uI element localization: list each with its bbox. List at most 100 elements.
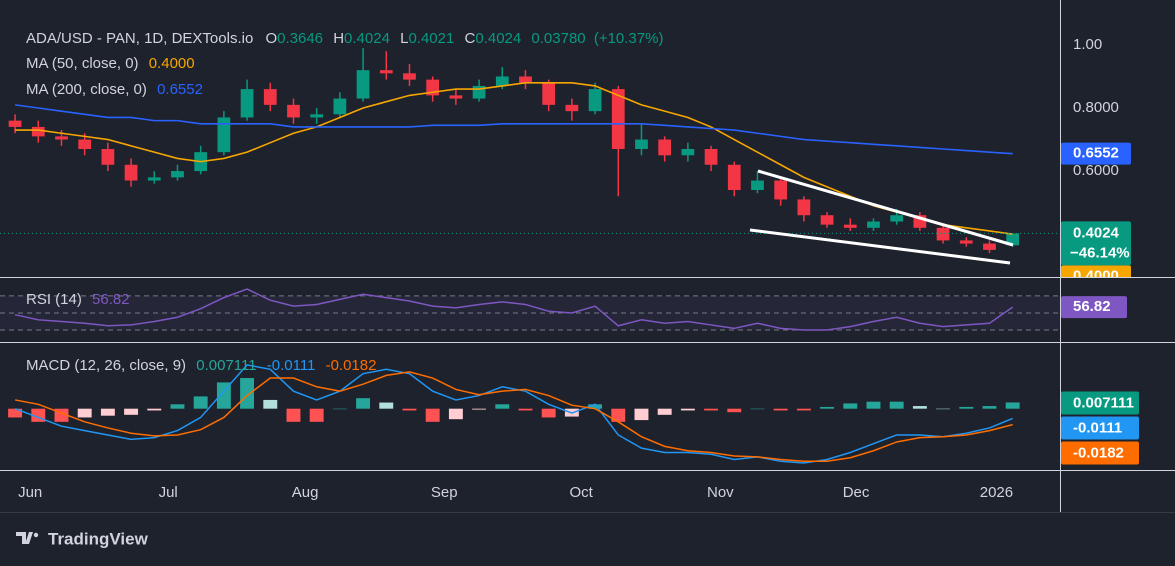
histogram-bar	[704, 408, 719, 411]
histogram-bar	[124, 408, 139, 415]
candle-body	[959, 240, 973, 244]
candle-body	[101, 148, 115, 165]
candle-body	[147, 177, 161, 181]
grid-layer	[0, 295, 1060, 331]
trendline	[757, 169, 1014, 247]
histogram-bar	[982, 406, 997, 409]
macd-box	[1061, 391, 1139, 415]
legend-name: MA (50, close, 0)	[26, 55, 139, 72]
candle-body	[1006, 233, 1020, 246]
histogram-bar	[750, 408, 765, 410]
candle-body	[78, 139, 92, 149]
legend-name: MACD (12, 26, close, 9)	[26, 357, 186, 374]
candle-body	[217, 117, 231, 153]
y-tick-label: 0.6000	[1073, 162, 1119, 179]
candle-body	[356, 70, 370, 99]
candle-body	[588, 89, 602, 112]
candle-body	[240, 89, 254, 118]
legend-value: -0.0111	[267, 357, 316, 374]
candle-body	[565, 104, 579, 112]
candle-body	[171, 171, 184, 178]
histogram-bar	[147, 408, 162, 411]
legend-name: MA (200, close, 0)	[26, 81, 147, 98]
x-tick-label: Jun	[18, 484, 42, 501]
histogram-bar	[820, 406, 835, 409]
histogram-bar	[472, 408, 487, 410]
price-box-label: 0.4000	[1073, 267, 1119, 284]
brand-name: TradingView	[48, 529, 149, 548]
x-tick-label: 2026	[980, 484, 1013, 501]
change-pct: (+10.37%)	[594, 30, 664, 47]
ohlc-label: C	[465, 30, 476, 47]
header: ADA/USD - PAN, 1D, DEXTools.io O0.3646 H…	[26, 30, 663, 47]
candle-body	[333, 98, 347, 115]
candle-body	[774, 180, 788, 200]
histogram-bar	[866, 401, 881, 409]
candle-body	[983, 243, 996, 250]
price-box-change: −46.14%	[1070, 244, 1130, 261]
legend-value: 0.6552	[157, 81, 203, 98]
rsi-box-label: 56.82	[1073, 298, 1111, 315]
rsi-box	[1061, 296, 1127, 319]
rsi-legend: RSI (14) 56.82	[26, 291, 130, 308]
x-tick-label: Aug	[292, 484, 319, 501]
histogram-bar	[100, 408, 115, 416]
x-tick-label: Oct	[569, 484, 593, 501]
macd-legend: MACD (12, 26, close, 9) 0.007111 -0.0111…	[26, 357, 376, 374]
histogram-bar	[773, 408, 788, 411]
histogram-bar	[518, 408, 533, 411]
x-tick-label: Sep	[431, 484, 458, 501]
rsi-line	[14, 288, 1014, 331]
ohlc-value: 0.4024	[344, 30, 390, 47]
candle-body	[843, 224, 857, 228]
histogram-bar	[843, 403, 858, 409]
legend-value: -0.0182	[326, 357, 377, 374]
price-box-label: 0.6552	[1073, 145, 1119, 162]
histogram-bar	[309, 408, 324, 422]
ohlc-label: L	[400, 30, 408, 47]
candle-body	[495, 76, 509, 86]
price-box	[1061, 265, 1131, 277]
candle-body	[751, 180, 764, 190]
candle-body	[727, 164, 741, 190]
histogram-bar	[727, 408, 742, 413]
histogram-bar	[541, 408, 556, 418]
ma200-legend: MA (200, close, 0) 0.6552	[26, 81, 203, 98]
price-box	[1061, 221, 1131, 266]
ma50-legend: MA (50, close, 0) 0.4000	[26, 55, 195, 72]
price-box	[1061, 142, 1131, 165]
macd-box-label: 0.007111	[1073, 394, 1134, 411]
candle-body	[542, 82, 556, 105]
histogram-bar	[240, 378, 255, 409]
candle-body	[31, 126, 45, 137]
histogram-bar	[657, 408, 672, 415]
candle-body	[8, 120, 22, 127]
histogram-bar	[286, 408, 301, 422]
change: 0.03780	[531, 30, 585, 47]
symbol-title: ADA/USD - PAN, 1D, DEXTools.io	[26, 30, 253, 47]
ma-line	[15, 81, 1013, 235]
candle-body	[55, 136, 68, 140]
candle-body	[820, 215, 834, 225]
candle-body	[263, 89, 277, 105]
candle-body	[704, 148, 718, 165]
price-box-label: 0.4024	[1073, 224, 1120, 241]
histogram-bar	[379, 402, 394, 409]
macd-line	[14, 371, 1013, 462]
candle-body	[519, 76, 532, 83]
macd-box-label: -0.0182	[1073, 444, 1124, 461]
candle-body	[867, 221, 880, 228]
candle-body	[635, 139, 648, 149]
histogram-bar	[588, 404, 603, 409]
histogram-bar	[495, 404, 510, 409]
clipped-boxes: 0.4000	[1061, 265, 1131, 284]
histogram-bar	[425, 408, 440, 422]
histogram-bar	[448, 408, 463, 420]
histogram-bar	[193, 396, 208, 409]
histogram-bar	[8, 408, 23, 418]
ohlc-value: 0.3646	[277, 30, 323, 47]
ohlc-label: O	[265, 30, 277, 47]
x-tick-label: Nov	[707, 484, 734, 501]
legend-value: 0.007111	[196, 357, 256, 374]
